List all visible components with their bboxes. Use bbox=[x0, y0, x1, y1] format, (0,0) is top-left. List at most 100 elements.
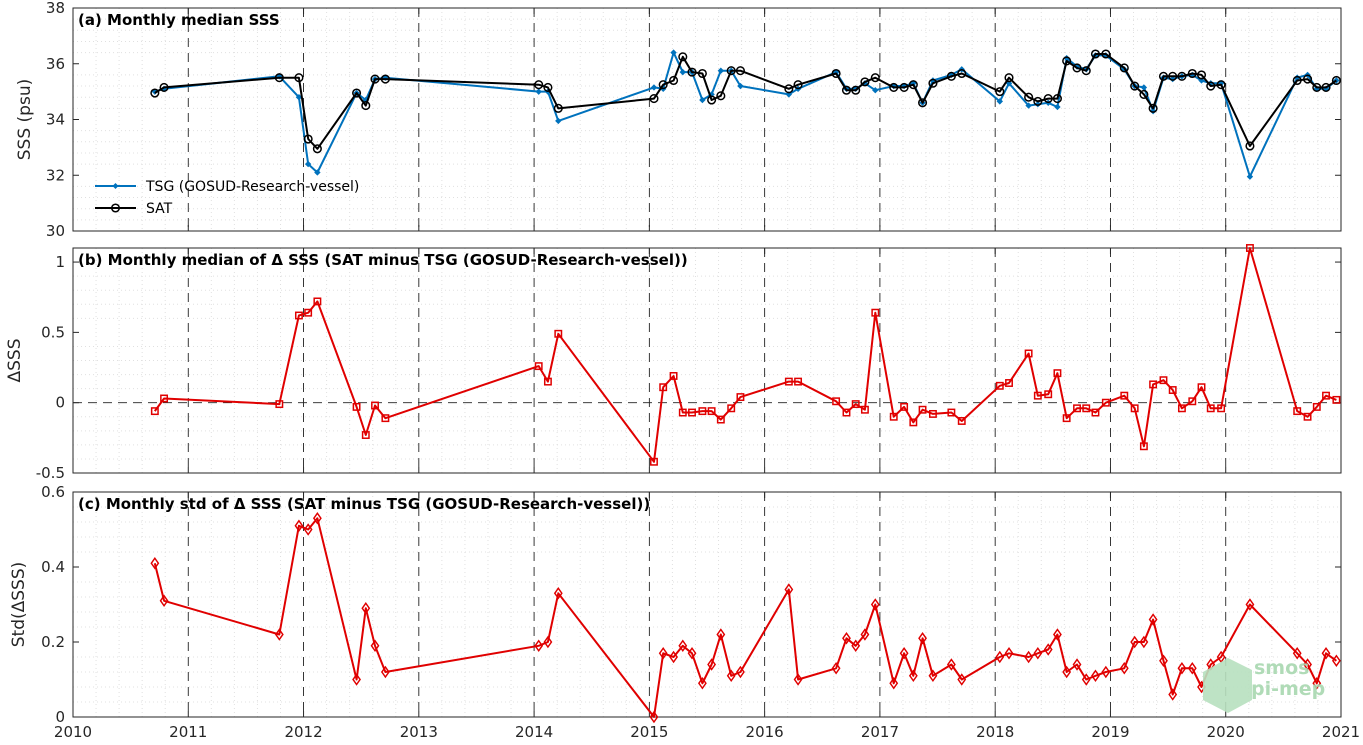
y-tick-label: 1 bbox=[55, 253, 65, 271]
data-point bbox=[851, 639, 861, 653]
data-point bbox=[1025, 102, 1032, 109]
series-line-tsg bbox=[154, 51, 1338, 178]
data-point bbox=[851, 85, 861, 95]
data-point bbox=[1102, 52, 1110, 59]
legend: TSG (GOSUD-Research-vessel) SAT bbox=[95, 179, 359, 217]
data-point bbox=[1062, 665, 1072, 679]
data-point bbox=[669, 75, 679, 86]
data-point bbox=[716, 415, 725, 424]
axes-box bbox=[72, 7, 1342, 232]
data-point bbox=[851, 400, 860, 409]
data-point bbox=[1207, 80, 1214, 87]
data-point bbox=[1090, 49, 1101, 59]
data-point bbox=[794, 377, 803, 386]
data-point bbox=[1004, 73, 1014, 83]
data-point bbox=[1187, 68, 1197, 79]
x-tick-label: 2019 bbox=[1091, 723, 1129, 741]
data-point bbox=[918, 405, 927, 414]
watermark-cube bbox=[1203, 658, 1252, 713]
y-tick-label: 38 bbox=[46, 0, 65, 17]
data-point bbox=[1188, 397, 1197, 406]
data-point bbox=[295, 94, 303, 101]
data-point bbox=[1246, 173, 1254, 180]
data-point bbox=[1206, 81, 1216, 91]
data-point bbox=[697, 676, 707, 690]
data-point bbox=[899, 646, 909, 660]
data-point bbox=[371, 401, 379, 410]
data-point bbox=[1033, 391, 1042, 400]
data-point bbox=[294, 311, 303, 320]
data-point bbox=[918, 98, 928, 108]
data-point bbox=[1024, 650, 1034, 664]
x-tick-label: 2020 bbox=[1207, 723, 1245, 741]
data-point bbox=[1293, 407, 1302, 416]
data-point bbox=[737, 82, 744, 90]
data-point bbox=[1149, 107, 1157, 115]
data-point bbox=[312, 511, 322, 525]
data-point bbox=[303, 134, 313, 144]
data-point bbox=[678, 639, 688, 653]
data-point bbox=[1043, 94, 1053, 104]
panel-b: -0.5 0 0.5 1 ΔSSS (b) Monthly median of Δ SSS… bbox=[5, 244, 1342, 482]
data-point bbox=[534, 80, 544, 90]
y-tick-label: 0 bbox=[55, 394, 65, 412]
data-point bbox=[1091, 669, 1100, 683]
data-point bbox=[1149, 380, 1158, 389]
data-point bbox=[1245, 244, 1254, 252]
data-point bbox=[1072, 63, 1082, 73]
data-point bbox=[1081, 66, 1091, 76]
data-point bbox=[995, 650, 1005, 664]
data-point bbox=[995, 87, 1005, 97]
data-point bbox=[900, 402, 909, 411]
data-point bbox=[304, 308, 313, 317]
data-point bbox=[312, 144, 322, 154]
data-point bbox=[294, 73, 304, 83]
data-point bbox=[159, 594, 169, 608]
data-point bbox=[871, 308, 880, 317]
data-point bbox=[1197, 383, 1206, 392]
data-point bbox=[678, 52, 688, 62]
data-point bbox=[1169, 75, 1176, 83]
data-point bbox=[361, 101, 371, 111]
data-point bbox=[1101, 665, 1111, 679]
data-point bbox=[1321, 646, 1331, 660]
data-point bbox=[159, 82, 169, 92]
data-point bbox=[1303, 658, 1312, 671]
legend-tsg-marker bbox=[112, 183, 119, 189]
data-point bbox=[1024, 349, 1033, 358]
x-tick-label: 2011 bbox=[169, 723, 207, 741]
data-point bbox=[784, 377, 793, 386]
data-point bbox=[726, 66, 736, 76]
data-point bbox=[1052, 94, 1062, 104]
data-point bbox=[784, 583, 794, 596]
y-tick-label: 0.4 bbox=[41, 558, 65, 576]
data-point bbox=[699, 96, 706, 104]
data-point bbox=[649, 94, 659, 104]
data-point bbox=[1119, 661, 1129, 675]
data-point bbox=[716, 628, 726, 641]
data-point bbox=[535, 88, 542, 95]
data-point bbox=[707, 658, 717, 671]
data-point bbox=[1062, 56, 1072, 66]
data-point bbox=[1332, 395, 1341, 404]
data-point bbox=[669, 372, 678, 380]
data-point bbox=[650, 457, 658, 466]
data-point bbox=[313, 297, 322, 306]
data-point bbox=[361, 431, 370, 439]
y-axis-label: SSS (psu) bbox=[15, 79, 35, 160]
x-tick-label: 2016 bbox=[746, 723, 784, 741]
data-point bbox=[928, 669, 938, 683]
data-point bbox=[1303, 74, 1313, 84]
data-point bbox=[1168, 71, 1178, 81]
data-point bbox=[1072, 658, 1082, 671]
data-point bbox=[1148, 103, 1158, 113]
data-point bbox=[716, 91, 726, 101]
data-point bbox=[928, 78, 938, 88]
data-point bbox=[996, 98, 1003, 105]
data-point bbox=[1303, 412, 1312, 421]
data-point bbox=[303, 523, 313, 536]
data-point bbox=[543, 377, 552, 386]
data-point bbox=[831, 68, 841, 79]
data-point bbox=[150, 407, 159, 416]
data-point bbox=[1206, 404, 1215, 413]
